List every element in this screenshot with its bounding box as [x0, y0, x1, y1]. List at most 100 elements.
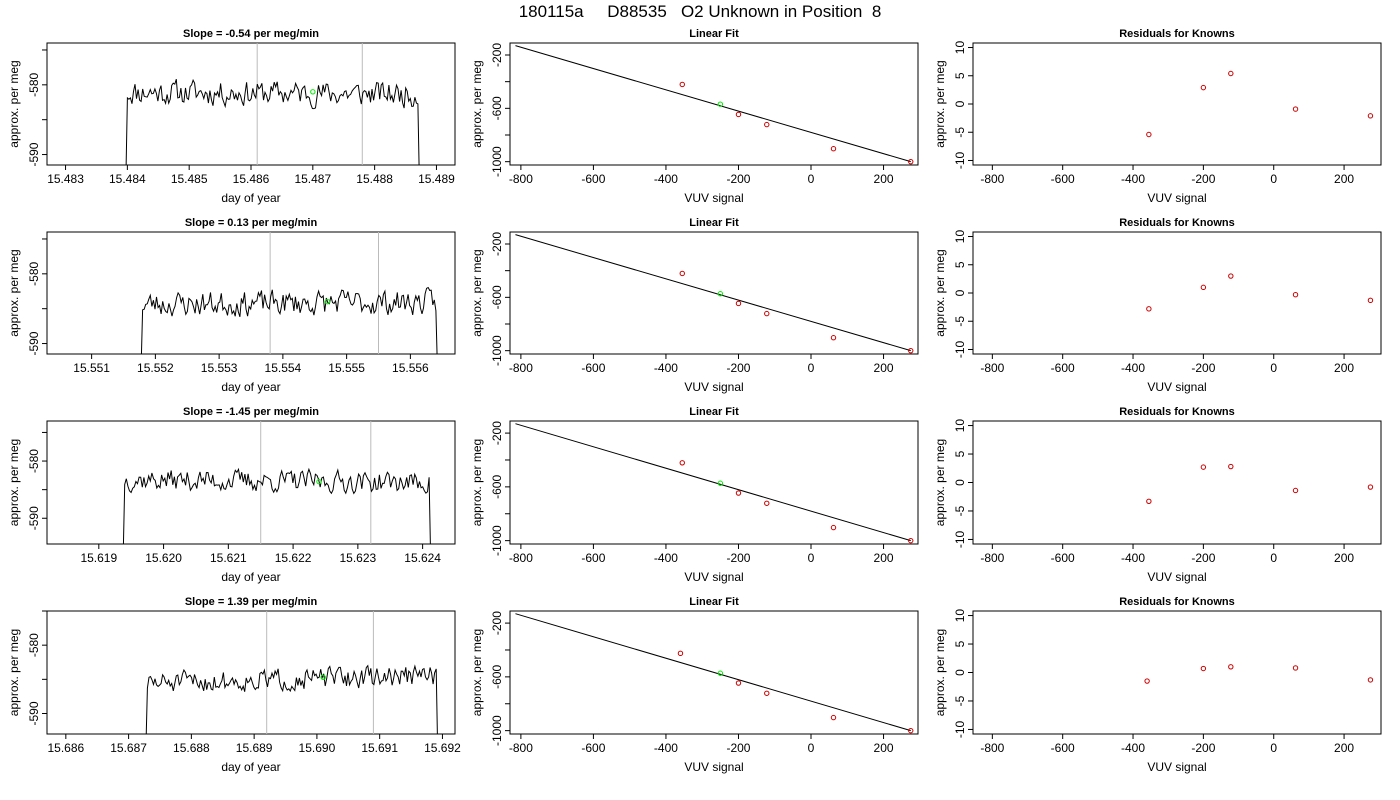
fit-line: [515, 423, 911, 542]
x-tick-label: 0: [1270, 172, 1277, 186]
x-tick-label: -800: [980, 361, 1004, 375]
x-tick-label: 0: [808, 361, 815, 375]
y-tick-label: 0: [953, 289, 967, 296]
y-axis-label: approx. per meg: [933, 439, 947, 526]
x-axis-label: VUV signal: [684, 760, 743, 774]
y-tick-label: -590: [27, 701, 41, 725]
y-tick-label: 10: [953, 41, 967, 55]
x-tick-label: 15.692: [424, 741, 461, 755]
x-tick-label: -600: [581, 361, 605, 375]
known-point: [735, 111, 742, 118]
x-tick-label: -400: [1121, 172, 1145, 186]
x-tick-label: -800: [980, 741, 1004, 755]
x-tick-label: 200: [1334, 551, 1354, 565]
x-tick-label: 15.483: [47, 172, 84, 186]
panel-scatter-row-2: Residuals for Knowns VUV signal approx. pe…: [933, 406, 1382, 584]
x-tick-label: 15.484: [109, 172, 146, 186]
x-tick-label: 15.622: [275, 551, 312, 565]
known-point: [764, 121, 770, 128]
x-tick-label: 15.553: [201, 361, 238, 375]
x-tick-label: -400: [1121, 741, 1145, 755]
x-tick-label: 200: [874, 741, 894, 755]
panel-line-row-3: Slope = 1.39 per meg/min day of year appro…: [7, 596, 461, 774]
x-tick-label: -600: [581, 551, 605, 565]
x-tick-label: 0: [808, 551, 815, 565]
x-tick-label: 200: [1334, 361, 1354, 375]
y-tick-label: -590: [27, 506, 41, 530]
x-tick-label: 0: [808, 741, 815, 755]
x-tick-label: 0: [1270, 551, 1277, 565]
x-tick-label: -400: [1121, 551, 1145, 565]
x-tick-label: -200: [726, 741, 750, 755]
y-axis-label: approx. per meg: [7, 60, 21, 147]
residual-point: [1292, 487, 1299, 494]
panel-title: Residuals for Knowns: [1119, 406, 1235, 418]
unknown-point: [717, 480, 724, 486]
y-tick-label: -5: [953, 505, 967, 516]
unknown-point: [717, 291, 724, 297]
known-point: [735, 680, 742, 686]
y-axis-label: approx. per meg: [933, 60, 947, 147]
y-tick-label: 0: [953, 479, 967, 486]
x-tick-label: 15.489: [418, 172, 455, 186]
panel-scatter-row-0: Residuals for Knowns VUV signal approx. pe…: [933, 28, 1382, 205]
panel-line-row-2: Slope = -1.45 per meg/min day of year appr…: [7, 406, 456, 584]
x-tick-label: -400: [654, 741, 678, 755]
known-point: [679, 270, 685, 277]
y-tick-label: 10: [953, 609, 967, 623]
residual-point: [1200, 665, 1207, 672]
y-tick-label: -590: [27, 331, 41, 355]
x-tick-label: 200: [1334, 172, 1354, 186]
panel-title: Residuals for Knowns: [1119, 217, 1235, 229]
x-axis-label: day of year: [221, 570, 280, 584]
plot-frame: [972, 420, 1382, 545]
y-tick-label: -200: [490, 232, 504, 256]
x-tick-label: 15.551: [73, 361, 110, 375]
y-tick-label: -1000: [490, 335, 504, 366]
known-point: [830, 335, 837, 341]
y-axis-label: approx. per meg: [470, 60, 484, 147]
x-tick-label: -800: [509, 172, 533, 186]
x-tick-label: -600: [581, 741, 605, 755]
y-tick-label: -580: [27, 449, 41, 473]
residual-point: [1228, 70, 1234, 77]
x-axis-label: VUV signal: [1147, 760, 1206, 774]
x-tick-label: -200: [1191, 172, 1215, 186]
y-tick-label: -5: [953, 316, 967, 327]
x-tick-label: -200: [726, 172, 750, 186]
known-point: [830, 146, 837, 152]
residual-point: [1292, 106, 1299, 112]
y-tick-label: -200: [490, 611, 504, 635]
y-axis-label: approx. per meg: [470, 629, 484, 716]
y-tick-label: 10: [953, 419, 967, 433]
residual-point: [1367, 677, 1374, 683]
panel-title: Linear Fit: [689, 28, 739, 40]
x-tick-label: 0: [808, 172, 815, 186]
fit-line: [515, 234, 911, 352]
y-tick-label: -580: [27, 73, 41, 97]
x-tick-label: -800: [509, 361, 533, 375]
x-tick-label: 200: [874, 361, 894, 375]
x-tick-label: -800: [509, 551, 533, 565]
known-point: [908, 347, 914, 354]
x-tick-label: -400: [1121, 361, 1145, 375]
x-axis-label: VUV signal: [1147, 191, 1206, 205]
x-tick-label: -600: [1051, 551, 1075, 565]
x-tick-label: 15.554: [265, 361, 302, 375]
x-tick-label: 15.619: [80, 551, 117, 565]
y-tick-label: -200: [490, 421, 504, 445]
residual-point: [1367, 113, 1374, 119]
unknown-point: [324, 299, 331, 305]
residual-point: [1228, 664, 1234, 670]
unknown-point: [717, 670, 724, 676]
x-axis-label: VUV signal: [684, 191, 743, 205]
residual-point: [1367, 297, 1374, 304]
signal-trace: [145, 664, 438, 734]
plot-frame: [46, 42, 456, 166]
x-tick-label: 15.686: [47, 741, 84, 755]
x-tick-label: -600: [1051, 741, 1075, 755]
x-tick-label: 200: [1334, 741, 1354, 755]
y-axis-label: approx. per meg: [7, 249, 21, 336]
panel-scatter-row-0: Linear Fit VUV signal approx. per meg -800 -…: [470, 28, 919, 205]
